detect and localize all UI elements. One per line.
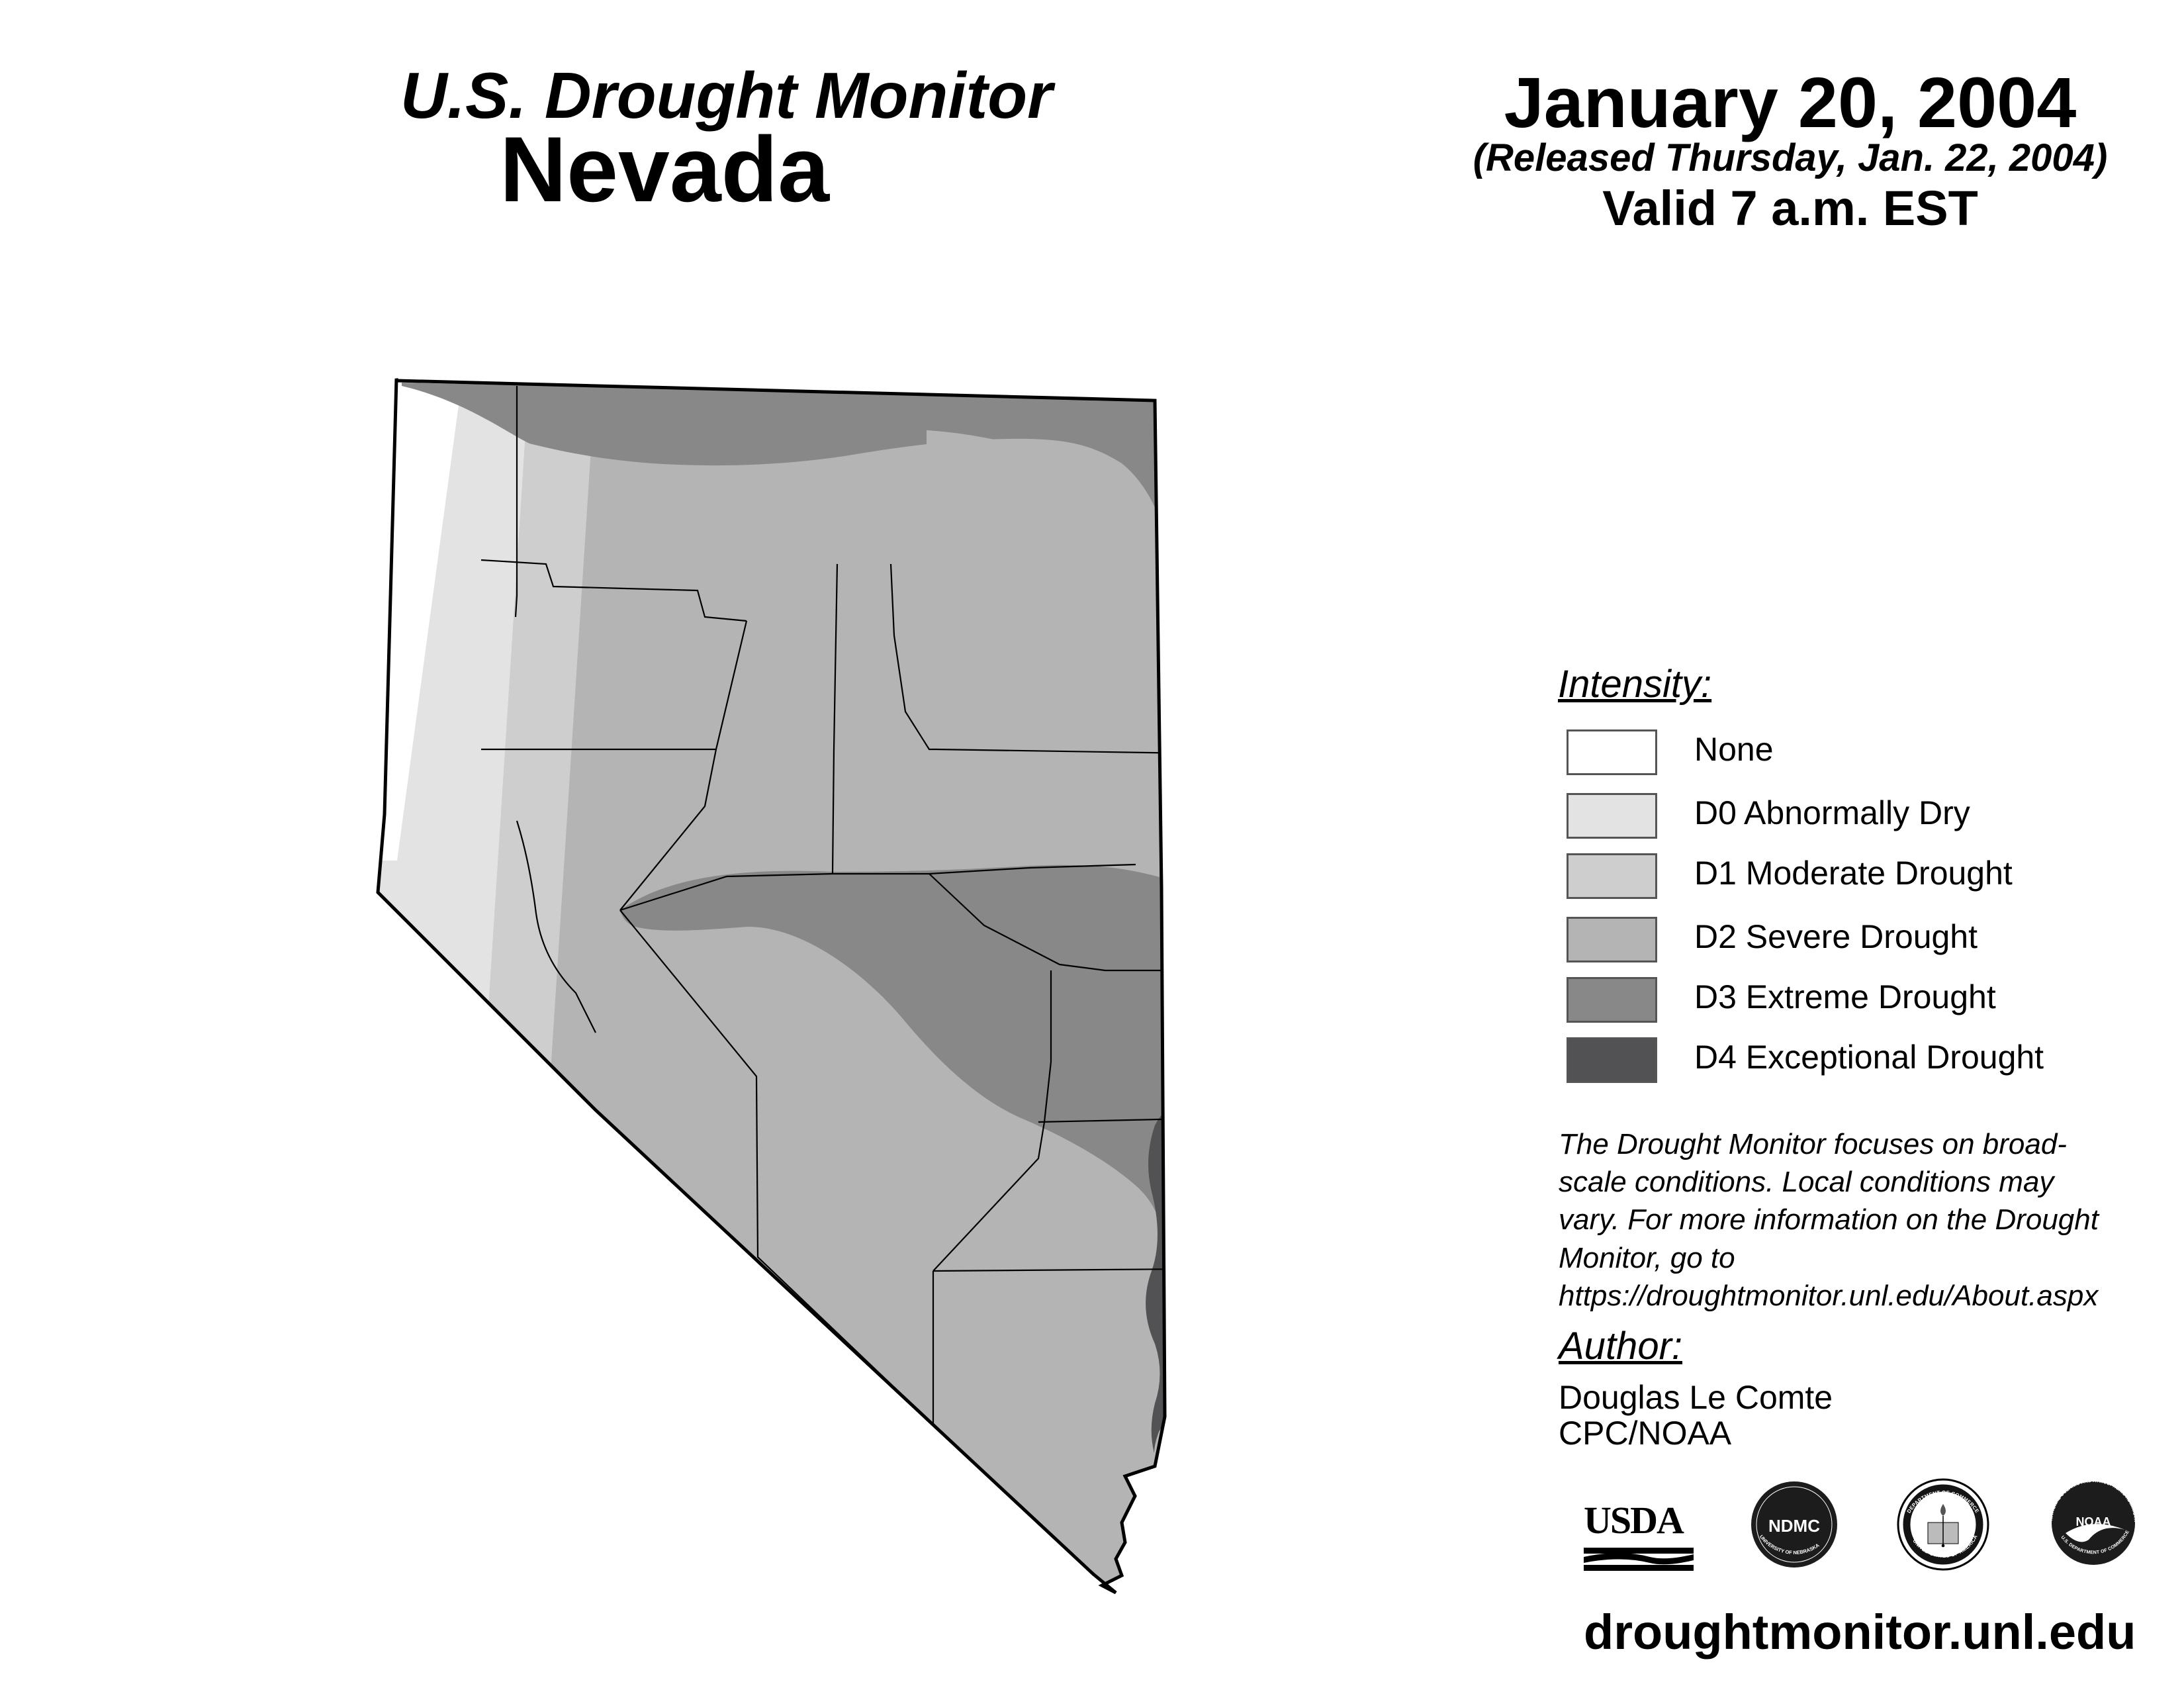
svg-text:NDMC: NDMC [1768,1516,1820,1536]
svg-text:USDA: USDA [1584,1499,1684,1542]
